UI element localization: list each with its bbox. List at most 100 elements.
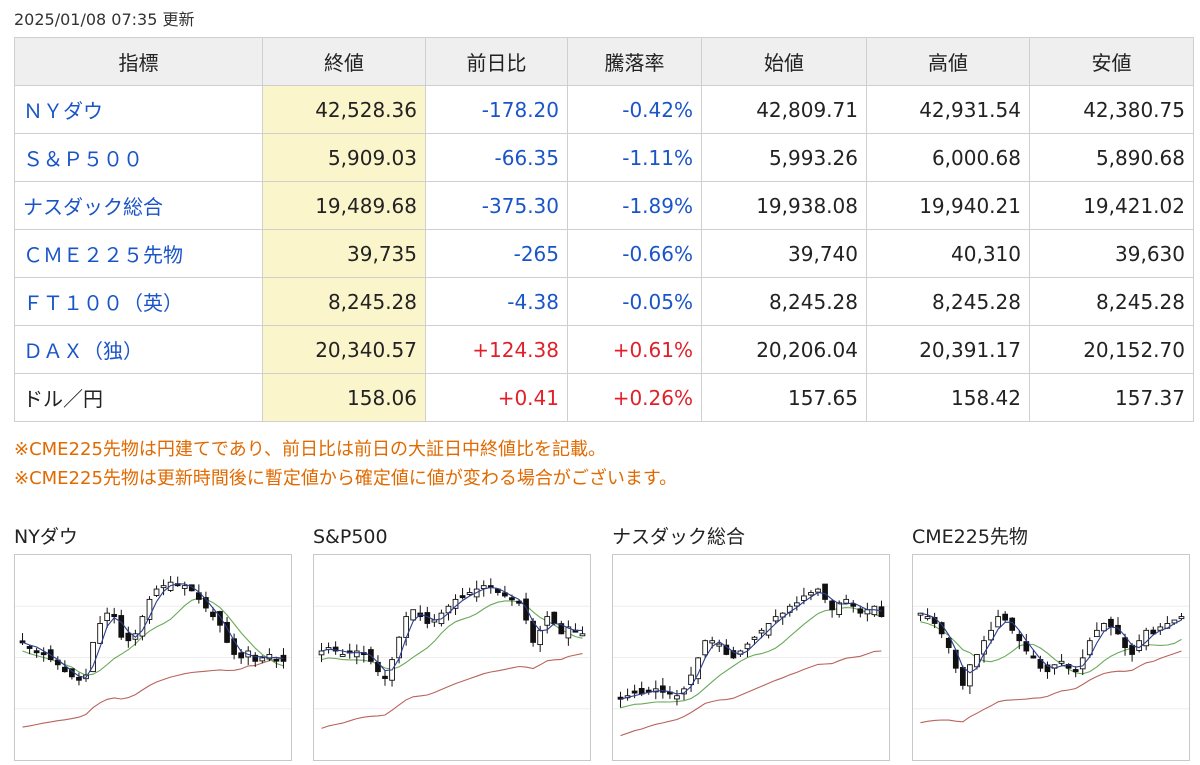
change-value: -178.20: [425, 85, 568, 134]
candle-body: [829, 600, 835, 611]
chart-image-link[interactable]: [912, 554, 1190, 761]
indicator-name-cell: ＤＡＸ（独）: [14, 325, 263, 374]
candle-body: [793, 602, 800, 607]
candle-body: [459, 595, 466, 599]
moving-average-long: [321, 653, 583, 729]
candle-body: [558, 623, 565, 635]
candle-body: [1093, 629, 1100, 638]
change-pct-value: +0.61%: [567, 325, 702, 374]
candle-body: [1122, 637, 1128, 649]
candle-body: [146, 598, 153, 620]
chart-image-link[interactable]: [612, 554, 890, 761]
candle-body: [878, 606, 885, 618]
candle-body: [565, 626, 572, 639]
candle-body: [1150, 629, 1157, 635]
change-pct-value: +0.26%: [567, 373, 702, 422]
high-value: 8,245.28: [866, 277, 1030, 326]
candle-body: [231, 638, 237, 655]
chart-panel-sp500: S&P500: [313, 524, 591, 761]
change-pct-value: -1.11%: [567, 133, 702, 182]
change-pct-value: -0.05%: [567, 277, 702, 326]
market-table: 指標 終値 前日比 騰落率 始値 高値 安値 ＮＹダウ 42,528.36 -178…: [14, 37, 1194, 422]
chart-panel-cme225: CME225先物: [912, 524, 1190, 761]
moving-average-mid: [321, 600, 583, 670]
candle-body: [981, 640, 987, 655]
candle-body: [744, 643, 751, 650]
candle-body: [509, 597, 515, 601]
candle-body: [104, 612, 111, 622]
table-body: ＮＹダウ 42,528.36 -178.20 -0.42% 42,809.71 42,93…: [14, 85, 1194, 422]
candle-body: [1023, 641, 1030, 652]
indicator-name-cell: Ｓ＆Ｐ５００: [14, 133, 263, 182]
candlestick-chart: [314, 578, 590, 729]
candle-body: [160, 585, 167, 589]
candle-body: [181, 585, 188, 589]
table-row: ＦＴ１００（英） 8,245.28 -4.38 -0.05% 8,245.28 8,245…: [14, 277, 1194, 326]
candle-body: [1143, 629, 1150, 647]
table-row: ナスダック総合 19,489.68 -375.30 -1.89% 19,938.08 19…: [14, 181, 1194, 230]
candle-body: [945, 637, 952, 649]
candle-body: [40, 652, 47, 656]
candle-body: [688, 674, 694, 686]
candle-body: [702, 640, 709, 656]
candle-body: [652, 688, 659, 693]
high-value: 40,310: [866, 229, 1030, 278]
candle-body: [723, 644, 730, 655]
candle-body: [730, 650, 737, 659]
candle-body: [1072, 669, 1079, 673]
chart-title: NYダウ: [14, 526, 78, 548]
candle-body: [188, 584, 195, 592]
open-value: 39,740: [701, 229, 867, 278]
indicator-link[interactable]: ＤＡＸ（独）: [23, 339, 143, 363]
indicator-name-cell: ＦＴ１００（英）: [14, 277, 263, 326]
table-row: ＤＡＸ（独） 20,340.57 +124.38 +0.61% 20,206.04 20,…: [14, 325, 1194, 374]
low-value: 39,630: [1029, 229, 1194, 278]
candle-body: [674, 695, 680, 700]
candle-body: [537, 629, 544, 646]
candle-body: [118, 615, 125, 638]
candle-body: [751, 636, 758, 640]
candle-body: [709, 640, 716, 644]
open-value: 157.65: [701, 373, 867, 422]
open-value: 5,993.26: [701, 133, 867, 182]
candle-body: [995, 616, 1001, 628]
moving-average-short: [620, 591, 882, 700]
chart-title: S&P500: [313, 526, 388, 548]
chart-image-link[interactable]: [313, 554, 591, 761]
indicator-link[interactable]: ＦＴ１００（英）: [23, 291, 183, 315]
close-value: 42,528.36: [262, 85, 426, 134]
moving-average-short: [22, 583, 284, 679]
high-value: 6,000.68: [866, 133, 1030, 182]
candle-body: [332, 646, 339, 652]
candlestick-chart: [15, 576, 291, 728]
indicator-name-cell: ＣＭＥ２２５先物: [14, 229, 263, 278]
indicator-link[interactable]: ナスダック総合: [23, 195, 163, 219]
notes: ※CME225先物は円建てであり、前日比は前日の大証日中終値比を記載。 ※CME…: [14, 435, 677, 493]
change-pct-value: -1.89%: [567, 181, 702, 230]
candle-body: [631, 690, 638, 694]
change-value: -265: [425, 229, 568, 278]
chart-image-link[interactable]: [14, 554, 292, 761]
candle-body: [410, 609, 417, 621]
candle-body: [76, 676, 82, 681]
indicator-link[interactable]: ＮＹダウ: [23, 99, 103, 123]
candle-body: [850, 603, 857, 607]
indicator-link[interactable]: Ｓ＆Ｐ５００: [23, 147, 143, 171]
candle-body: [61, 666, 68, 673]
note-line: ※CME225先物は円建てであり、前日比は前日の大証日中終値比を記載。: [14, 439, 607, 460]
candle-body: [967, 664, 973, 687]
header-indicator: 指標: [14, 37, 263, 86]
high-value: 20,391.17: [866, 325, 1030, 374]
moving-average-mid: [22, 597, 284, 676]
candle-body: [1030, 655, 1037, 659]
candle-body: [480, 585, 487, 589]
table-row: ＮＹダウ 42,528.36 -178.20 -0.42% 42,809.71 42,93…: [14, 85, 1194, 134]
candle-body: [1086, 640, 1093, 656]
candle-body: [864, 609, 871, 615]
candle-body: [318, 650, 325, 656]
moving-average-short: [321, 586, 583, 672]
candle-body: [544, 616, 551, 626]
low-value: 157.37: [1029, 373, 1194, 422]
indicator-link[interactable]: ＣＭＥ２２５先物: [23, 243, 183, 267]
candle-body: [1002, 613, 1009, 621]
